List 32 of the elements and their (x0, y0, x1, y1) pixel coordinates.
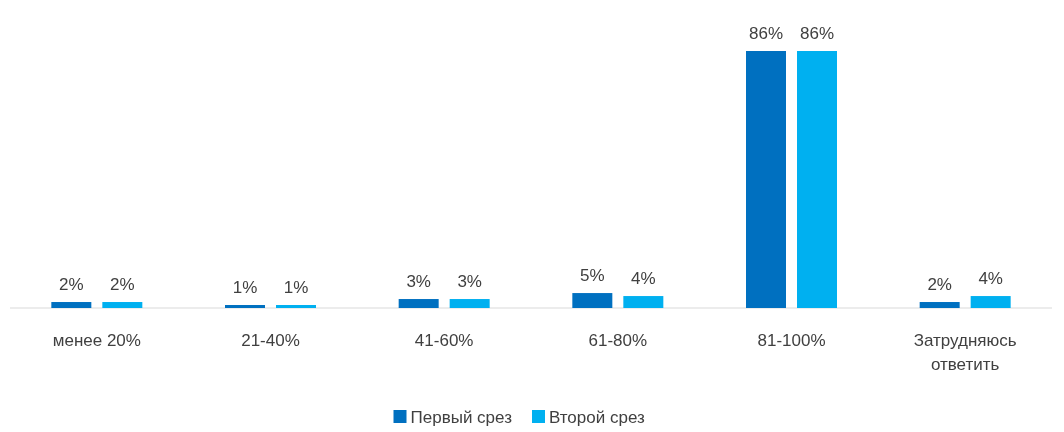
bar (919, 302, 960, 308)
data-label: 2% (59, 275, 84, 295)
data-label: 1% (283, 278, 309, 298)
x-tick-label: 41-60% (414, 331, 474, 350)
bar (398, 299, 439, 308)
data-label: 2% (110, 275, 135, 295)
x-tick-label: 81-100% (757, 331, 826, 350)
data-label: 5% (580, 266, 605, 286)
x-tick-label: менее 20% (52, 331, 141, 350)
bar (572, 293, 613, 308)
data-label: 86% (748, 24, 784, 43)
legend-label: Первый срез (410, 408, 513, 427)
data-label: 4% (978, 269, 1003, 289)
bar (623, 296, 664, 308)
legend-label: Второй срез (549, 408, 645, 427)
bar (797, 51, 837, 308)
data-label: 3% (457, 272, 482, 292)
data-label: 4% (631, 269, 656, 289)
data-label: 1% (232, 278, 258, 298)
bar (449, 299, 490, 308)
bar (746, 51, 786, 308)
bar (276, 305, 316, 308)
x-tick-label: Затрудняюсь ответить (913, 331, 1017, 374)
bar (225, 305, 265, 308)
bar (102, 302, 143, 308)
x-tick-label: 61-80% (588, 331, 648, 350)
x-tick-label: 21-40% (241, 331, 300, 350)
bar (970, 296, 1011, 308)
data-label: 86% (799, 24, 835, 43)
data-label: 2% (927, 275, 952, 295)
data-label: 3% (406, 272, 431, 292)
bar (51, 302, 92, 308)
